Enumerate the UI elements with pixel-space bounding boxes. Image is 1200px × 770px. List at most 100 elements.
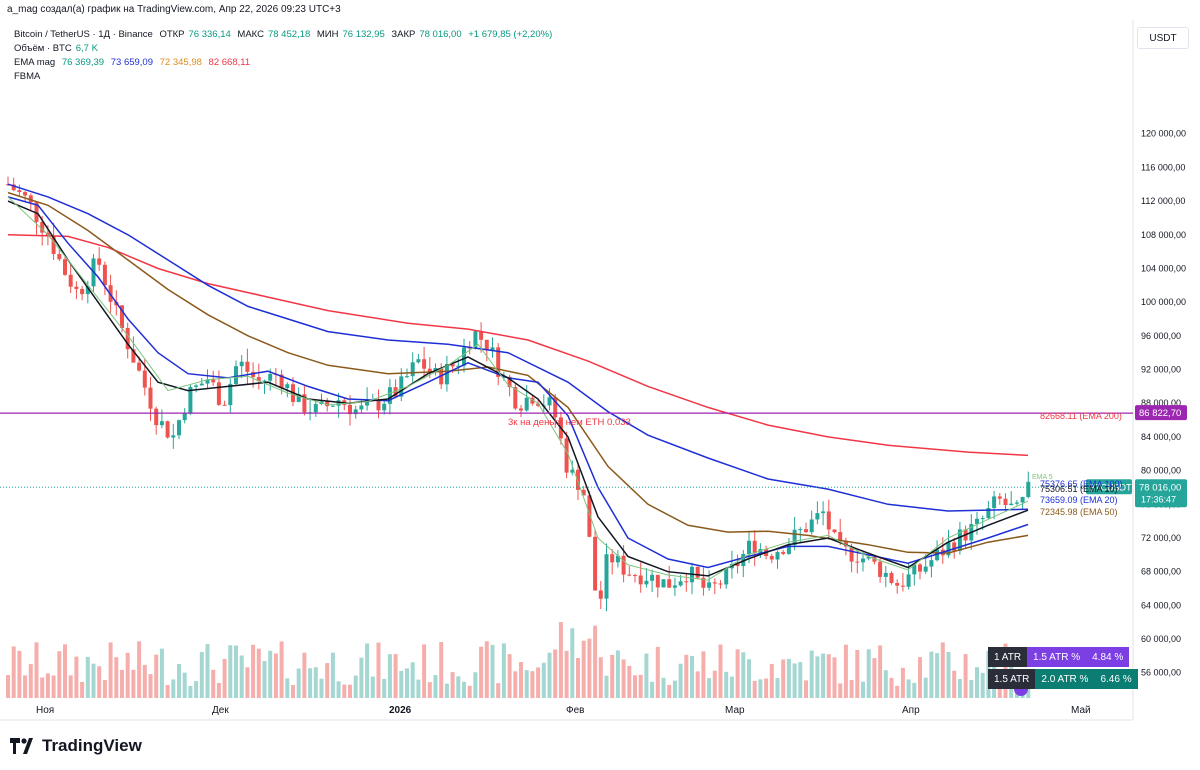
x-tick-label: Май: [1071, 705, 1091, 716]
volume-bar: [912, 682, 917, 698]
ema-end-label: 75306.51 (EMA 10): [1040, 484, 1118, 494]
candle-body: [182, 412, 187, 421]
volume-bar: [393, 654, 398, 698]
author-line: a_mag создал(а) график на TradingView.co…: [7, 4, 341, 15]
ema-value-3: 72 345,98: [159, 57, 202, 68]
candle-body: [171, 435, 176, 438]
candle-body: [826, 511, 831, 530]
candle-body: [456, 365, 461, 367]
candle-body: [883, 572, 888, 577]
volume-bar: [239, 655, 244, 698]
candle-body: [410, 362, 415, 377]
candle-body: [268, 373, 273, 381]
candle-body: [519, 408, 523, 411]
y-tick-label: 68 000,00: [1141, 567, 1181, 577]
volume-bar: [923, 677, 928, 698]
candle-body: [80, 288, 85, 295]
volume-bar: [701, 651, 706, 698]
volume-bar: [769, 664, 774, 698]
candle-body: [672, 585, 677, 588]
volume-bar: [644, 653, 649, 698]
volume-bar: [17, 650, 22, 698]
volume-bar: [946, 652, 951, 698]
volume-bar: [114, 657, 119, 698]
candle-body: [667, 579, 672, 588]
volume-bar: [154, 654, 159, 698]
fbma-label: FBMA: [14, 71, 41, 82]
candle-body: [889, 572, 894, 584]
volume-bar: [262, 661, 267, 698]
open-label: ОТКР: [159, 29, 185, 40]
volume-bar: [125, 652, 130, 698]
volume-bar: [97, 666, 102, 698]
candle-body: [462, 347, 466, 366]
low-value: 76 132,95: [342, 29, 385, 40]
volume-bar: [165, 685, 170, 698]
volume-bar: [798, 662, 803, 698]
candle-body: [490, 347, 495, 350]
y-tick-label: 116 000,00: [1141, 162, 1185, 172]
volume-bar: [615, 650, 620, 698]
ema-value-1: 76 369,39: [61, 57, 105, 68]
level-price-label: 86 822,70: [1139, 408, 1181, 419]
volume-bar: [866, 649, 871, 698]
volume-bar: [889, 677, 894, 698]
volume-bar: [68, 675, 73, 698]
volume-bar: [895, 685, 900, 698]
tradingview-icon: [10, 738, 33, 754]
ema-line-ema20: [7, 196, 1029, 569]
volume-bar: [963, 654, 968, 698]
volume-bar: [775, 678, 780, 698]
candle-body: [216, 382, 221, 405]
candle-body: [296, 394, 301, 402]
candle-body: [74, 286, 79, 289]
candle-body: [866, 556, 871, 559]
volume-bar: [598, 657, 603, 698]
y-tick-label: 88 000,00: [1141, 398, 1181, 408]
volume-bar: [467, 685, 472, 698]
candle-body: [11, 184, 16, 191]
candle-body: [752, 540, 757, 553]
volume-bar: [627, 665, 632, 698]
candle-body: [228, 383, 233, 406]
atr-badge-2: 1.5 ATR 2.0 ATR % 6.46 %: [988, 669, 1138, 689]
candle-body: [416, 359, 421, 363]
volume-bar: [399, 670, 404, 698]
volume-bar: [148, 674, 153, 698]
candle-body: [34, 202, 39, 222]
volume-bar: [513, 671, 518, 698]
volume-bar: [980, 672, 985, 698]
candle-body: [775, 552, 780, 560]
close-value: 78 016,00: [419, 29, 462, 40]
volume-bar: [496, 683, 501, 698]
volume-bar: [690, 656, 694, 698]
candle-body: [678, 581, 683, 586]
brand-name: TradingView: [42, 736, 142, 755]
candle-body: [821, 511, 826, 514]
volume-bar: [621, 659, 626, 698]
volume-bar: [650, 681, 655, 698]
volume-bar: [878, 645, 883, 698]
volume-bar: [883, 670, 888, 698]
candle-body: [564, 438, 569, 473]
volume-bar: [319, 678, 324, 698]
candle-body: [655, 574, 660, 588]
y-tick-label: 100 000,00: [1141, 297, 1186, 307]
volume-bar: [137, 641, 142, 698]
atr-pct-1: 4.84 %: [1086, 647, 1130, 667]
candle-body: [576, 469, 580, 490]
candle-body: [610, 554, 615, 563]
volume-bar: [416, 679, 421, 698]
volume-bar: [57, 651, 62, 698]
low-label: МИН: [316, 29, 339, 40]
candle-body: [530, 397, 535, 404]
candle-body: [957, 529, 962, 551]
volume-bar: [330, 652, 335, 698]
volume-bar: [336, 681, 341, 698]
candle-body: [479, 331, 484, 340]
candle-body: [718, 583, 723, 585]
price-annotation: 3к на деньги нем ETH 0.033: [508, 417, 631, 428]
currency-button[interactable]: USDT: [1137, 27, 1189, 49]
candle-body: [986, 508, 991, 519]
